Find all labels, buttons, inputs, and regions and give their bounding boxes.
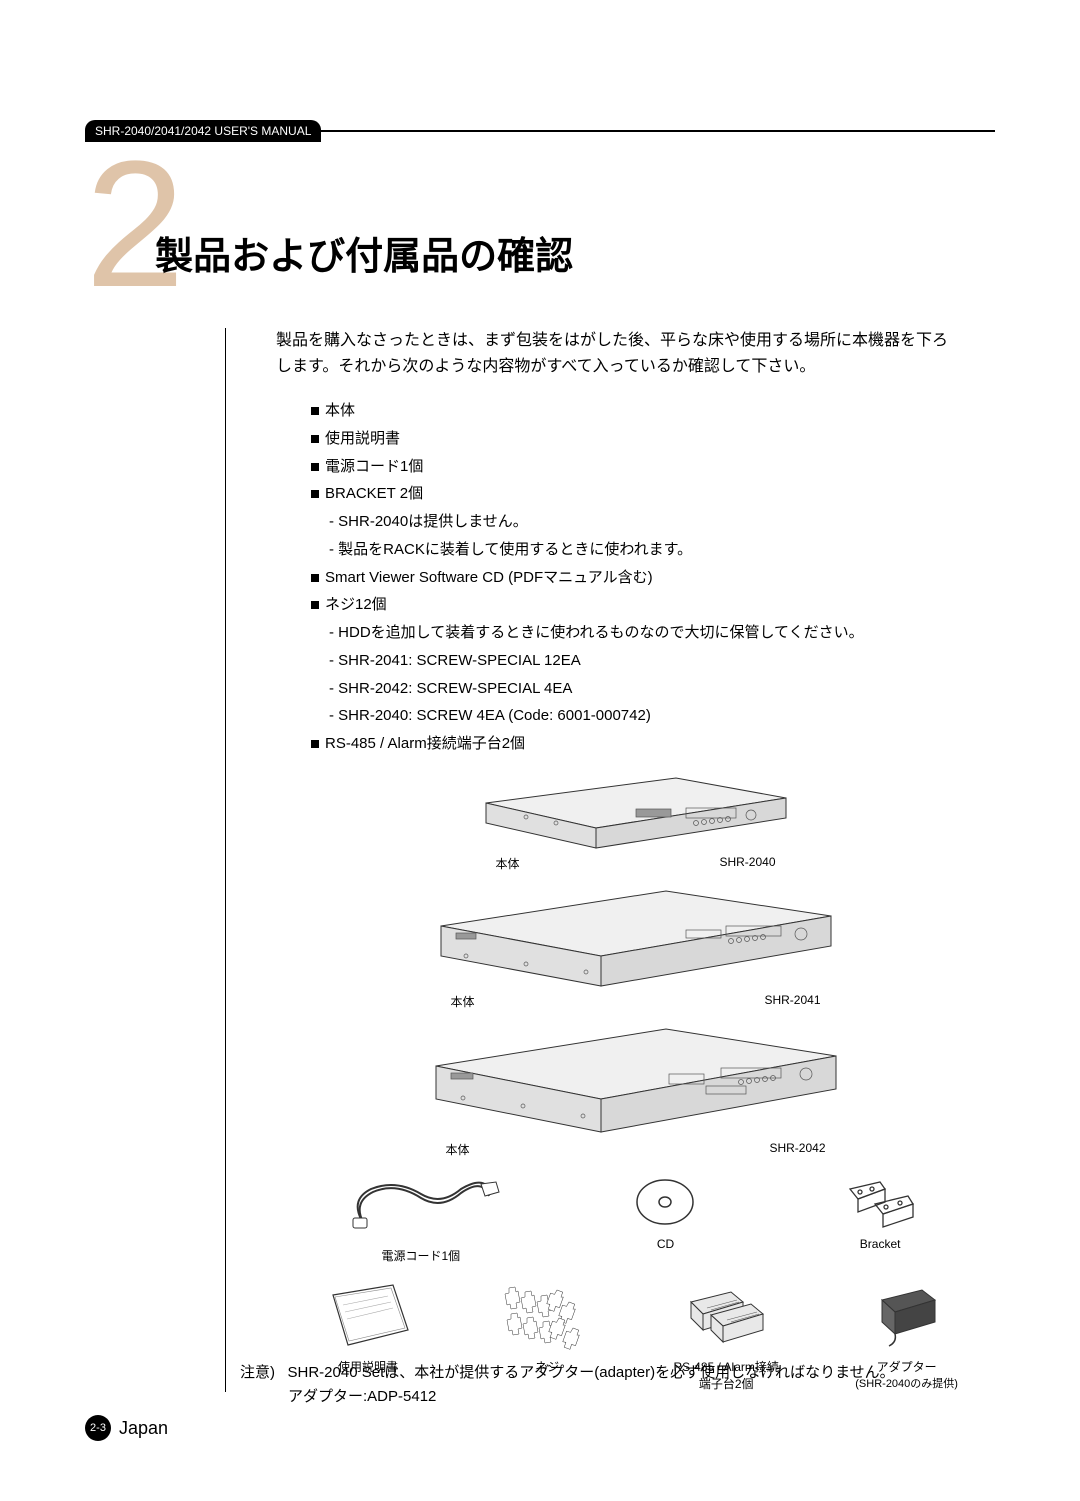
list-subitem: - HDDを追加して装着するときに使われるものなので大切に保管してください。 bbox=[329, 619, 995, 647]
list-item: 電源コード1個 bbox=[311, 453, 995, 481]
list-item: Smart Viewer Software CD (PDFマニュアル含む) bbox=[311, 564, 995, 592]
list-subitem: - SHR-2040: SCREW 4EA (Code: 6001-000742… bbox=[329, 702, 995, 730]
page-number-badge: 2-3 Japan bbox=[85, 1415, 168, 1441]
accessory-cd: CD bbox=[630, 1174, 700, 1264]
content-body: 製品を購入なさったときは、まず包装をはがした後、平らな床や使用する場所に本機器を… bbox=[225, 328, 995, 1392]
header-bar: SHR-2040/2041/2042 USER'S MANUAL bbox=[85, 120, 995, 142]
figure-label-left: 本体 bbox=[451, 993, 475, 1010]
accessory-label: Bracket bbox=[830, 1237, 930, 1251]
intro-line-1: 製品を購入なさったときは、まず包装をはがした後、平らな床や使用する場所に本機器を… bbox=[276, 332, 948, 349]
device-figure-shr2042: 本体 SHR-2042 bbox=[421, 1024, 851, 1158]
caution-note: 注意) SHR-2040 Setは、本社が提供するアダプター(adapter)を… bbox=[240, 1361, 995, 1409]
figure-label-left: 本体 bbox=[446, 1141, 470, 1158]
page-number: 2-3 bbox=[85, 1415, 111, 1441]
device-figure-shr2041: 本体 SHR-2041 bbox=[426, 886, 846, 1010]
page-footer: 注意) SHR-2040 Setは、本社が提供するアダプター(adapter)を… bbox=[85, 1361, 995, 1441]
figure-label-right: SHR-2040 bbox=[719, 855, 775, 872]
accessory-label: CD bbox=[630, 1237, 700, 1251]
accessory-label: 電源コード1個 bbox=[341, 1247, 501, 1264]
list-item: RS-485 / Alarm接続端子台2個 bbox=[311, 730, 995, 758]
figure-label-left: 本体 bbox=[496, 855, 520, 872]
list-subitem: - SHR-2040は提供しません。 bbox=[329, 508, 995, 536]
chapter-heading: 2 製品および付属品の確認 bbox=[85, 162, 995, 288]
device-figure-shr2040: 本体 SHR-2040 bbox=[476, 773, 796, 872]
note-line-1: SHR-2040 Setは、本社が提供するアダプター(adapter)を必ず使用… bbox=[288, 1364, 895, 1381]
package-item-list: 本体 使用説明書 電源コード1個 BRACKET 2個 - SHR-2040は提… bbox=[311, 397, 995, 758]
list-item: BRACKET 2個 bbox=[311, 480, 995, 508]
list-item: ネジ12個 bbox=[311, 591, 995, 619]
accessory-bracket: Bracket bbox=[830, 1174, 930, 1264]
list-subitem: - SHR-2042: SCREW-SPECIAL 4EA bbox=[329, 675, 995, 703]
chapter-title: 製品および付属品の確認 bbox=[155, 225, 573, 280]
list-item: 使用説明書 bbox=[311, 425, 995, 453]
list-subitem: - SHR-2041: SCREW-SPECIAL 12EA bbox=[329, 647, 995, 675]
intro-line-2: します。それから次のような内容物がすべて入っているか確認して下さい。 bbox=[276, 358, 815, 375]
note-prefix: 注意) bbox=[240, 1364, 275, 1381]
header-rule bbox=[319, 130, 995, 132]
figure-label-right: SHR-2042 bbox=[769, 1141, 825, 1158]
figure-label-right: SHR-2041 bbox=[764, 993, 820, 1010]
list-item: 本体 bbox=[311, 397, 995, 425]
accessory-power-cord: 電源コード1個 bbox=[341, 1174, 501, 1264]
figures-block: 本体 SHR-2040 bbox=[276, 773, 995, 1392]
note-line-2: アダプター:ADP-5412 bbox=[288, 1385, 436, 1409]
list-subitem: - 製品をRACKに装着して使用するときに使われます。 bbox=[329, 536, 995, 564]
accessory-row-1: 電源コード1個 CD bbox=[276, 1174, 995, 1264]
page-country: Japan bbox=[119, 1418, 168, 1439]
intro-paragraph: 製品を購入なさったときは、まず包装をはがした後、平らな床や使用する場所に本機器を… bbox=[276, 328, 995, 379]
